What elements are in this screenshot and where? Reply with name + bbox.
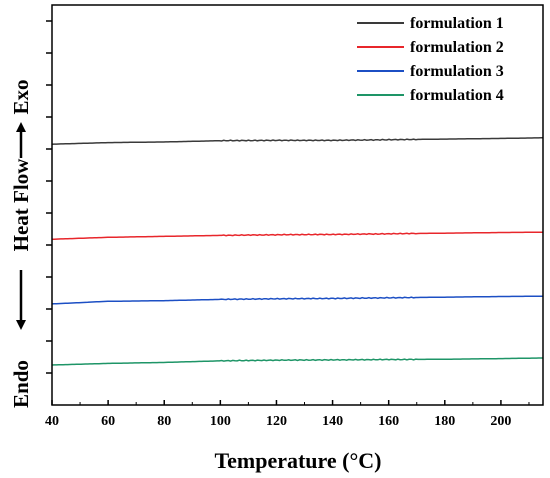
legend-label-4: formulation 4 <box>410 87 504 104</box>
x-tick-label-140: 140 <box>322 414 343 429</box>
y-label-endo: Endo <box>9 360 33 408</box>
series-line-1 <box>51 137 543 145</box>
legend: formulation 1 formulation 2 formulation 3 f… <box>357 15 504 104</box>
x-tick-label-200: 200 <box>490 414 511 429</box>
y-label-exo: Exo <box>9 79 33 114</box>
x-tick-label-100: 100 <box>210 414 231 429</box>
y-label-heat-flow: Heat Flow <box>9 158 33 252</box>
exo-arrow-icon <box>16 122 26 132</box>
x-tick-label-40: 40 <box>45 414 59 429</box>
series-line-4 <box>51 357 543 366</box>
legend-label-3: formulation 3 <box>410 63 504 80</box>
x-tick-label-80: 80 <box>157 414 171 429</box>
endo-arrow-icon <box>16 320 26 330</box>
x-axis-title: Temperature (°C) <box>214 448 381 473</box>
series-line-3 <box>51 295 543 305</box>
x-tick-label-60: 60 <box>101 414 115 429</box>
series-line-2 <box>52 231 543 240</box>
plot-area <box>51 137 543 366</box>
axes: 40 60 80 100 120 140 160 180 200 <box>45 4 544 429</box>
x-tick-label-160: 160 <box>378 414 399 429</box>
x-tick-label-180: 180 <box>434 414 455 429</box>
y-axis-title: Endo Heat Flow Exo <box>9 79 33 407</box>
x-tick-label-120: 120 <box>266 414 287 429</box>
plot-frame <box>51 4 544 406</box>
legend-label-1: formulation 1 <box>410 15 504 32</box>
legend-label-2: formulation 2 <box>410 39 504 56</box>
